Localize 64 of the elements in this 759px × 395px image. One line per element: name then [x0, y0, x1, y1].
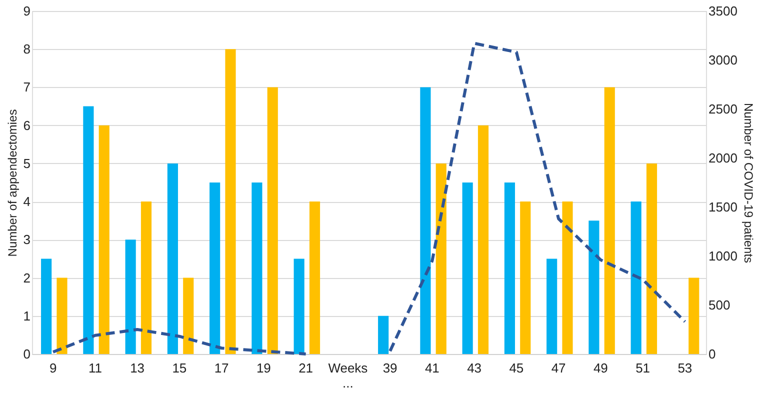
x-tick-label: 15	[172, 360, 187, 376]
y2-tick-label: 3500	[708, 4, 738, 18]
bar	[98, 125, 110, 354]
bar	[588, 220, 600, 354]
y2-tick-label: 1500	[708, 200, 738, 214]
bar	[309, 202, 320, 354]
x-tick-label: 11	[88, 360, 102, 376]
y-tick-label: 9	[23, 4, 30, 18]
bar	[41, 258, 52, 354]
y-tick-label: 8	[23, 42, 30, 57]
bar	[125, 240, 136, 354]
bar	[504, 182, 515, 354]
bar	[420, 87, 431, 354]
y2-tick-label: 3000	[708, 52, 738, 68]
x-tick-label: Weeks ...	[328, 360, 368, 390]
bar	[520, 202, 531, 354]
x-tick-label: 21	[298, 360, 314, 376]
bar	[546, 258, 558, 354]
bar	[294, 258, 304, 354]
bar	[462, 182, 473, 354]
bar	[83, 106, 94, 354]
y2-axis-title: Number of COVID-19 patients	[741, 102, 756, 264]
bar	[604, 87, 615, 354]
bar	[378, 316, 389, 354]
y2-tick-label: 500	[708, 298, 730, 312]
x-tick-label: 43	[467, 360, 482, 376]
x-tick-label: 45	[509, 360, 524, 376]
bar	[56, 278, 68, 354]
y-tick-label: 0	[23, 346, 30, 362]
bar	[252, 182, 262, 354]
bar	[183, 278, 194, 354]
y2-tick-label: 1000	[708, 248, 738, 264]
y-tick-label: 1	[23, 308, 30, 324]
bar	[478, 125, 489, 354]
x-tick-label: 47	[551, 360, 566, 376]
bar	[646, 163, 658, 354]
x-tick-label: 13	[130, 360, 145, 376]
y-tick-label: 7	[23, 80, 30, 95]
y-tick-label: 3	[23, 232, 30, 248]
bar	[630, 202, 642, 354]
bar	[267, 87, 278, 354]
x-tick-label: 19	[256, 360, 271, 376]
y-tick-label: 4	[23, 194, 30, 210]
y2-tick-label: 2500	[708, 102, 738, 116]
x-tick-label: 53	[678, 360, 692, 376]
x-tick-label: 17	[214, 360, 229, 376]
x-tick-label: 41	[424, 360, 440, 376]
y-axis-title: Number of appendectomies	[5, 109, 20, 257]
x-tick-label: 51	[636, 360, 650, 376]
y2-tick-label: 2000	[708, 150, 738, 166]
bar	[562, 202, 573, 354]
bar	[210, 182, 220, 354]
x-tick-label: 49	[593, 360, 608, 376]
x-tick-label: 39	[382, 360, 398, 376]
x-tick-label: 9	[49, 360, 57, 376]
bar	[167, 163, 178, 354]
bar	[225, 49, 236, 354]
bar	[436, 163, 446, 354]
bar	[140, 202, 152, 354]
y-tick-label: 6	[23, 118, 30, 133]
y-tick-label: 5	[23, 156, 30, 171]
y2-tick-label: 0	[708, 346, 716, 362]
y-tick-label: 2	[23, 270, 30, 286]
bar	[688, 278, 700, 354]
